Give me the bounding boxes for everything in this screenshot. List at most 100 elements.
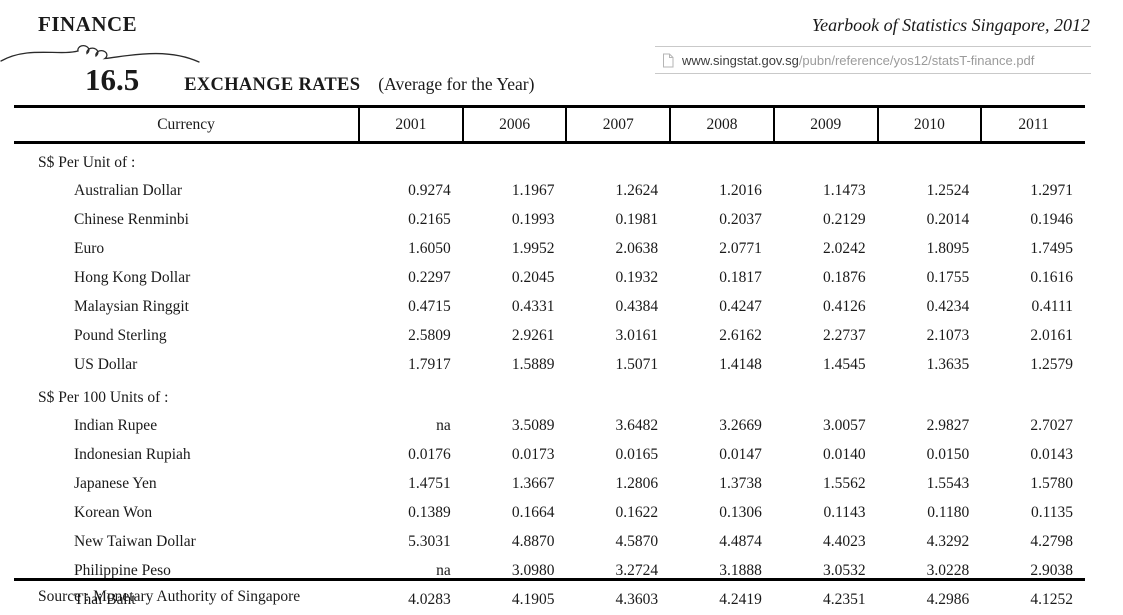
rate-value-cell: 0.1981	[615, 210, 659, 228]
url-path: /pubn/reference/yos12/statsT-finance.pdf	[798, 52, 1035, 68]
table-header-row: Currency 2001 2006 2007 2008 2009 2010 2…	[14, 105, 1085, 144]
rate-value-cell: 1.2016	[719, 181, 762, 199]
rate-value-cell: 0.0150	[926, 445, 970, 463]
rate-value-cell: 3.1888	[719, 561, 762, 579]
rate-value-cell: 0.2129	[822, 210, 866, 228]
table-row: US Dollar 1.7917 1.5889 1.5071 1.4148 1.4545 1…	[14, 350, 1085, 379]
rate-value-cell: 2.7027	[1030, 416, 1073, 434]
rate-value-cell: 4.8870	[511, 532, 555, 550]
rate-value-cell: 0.0165	[615, 445, 659, 463]
currency-name-cell: Australian Dollar	[74, 181, 183, 199]
rate-value-cell: 2.9038	[1030, 561, 1073, 579]
rate-value-cell: 0.0173	[511, 445, 555, 463]
table-name: EXCHANGE RATES	[184, 75, 361, 95]
rate-value-cell: 0.2014	[926, 210, 970, 228]
rate-value-cell: 4.2351	[822, 590, 866, 608]
rate-value-cell: 2.9827	[926, 416, 970, 434]
rate-value-cell: 1.2971	[1030, 181, 1073, 199]
rate-value-cell: 3.2669	[719, 416, 762, 434]
table-bottom-rule	[14, 578, 1085, 581]
document-title: Yearbook of Statistics Singapore, 2012	[811, 15, 1090, 35]
rate-value-cell: 1.3738	[719, 474, 762, 492]
url-domain: www.singstat.gov.sg	[682, 52, 799, 68]
table-row: Euro 1.6050 1.9952 2.0638 2.0771 2.0242 1.8095…	[14, 234, 1085, 263]
rate-value-cell: 4.4874	[719, 532, 762, 550]
rate-value-cell: 1.1967	[511, 181, 555, 199]
rate-value-cell: 3.0228	[926, 561, 970, 579]
flourish-ornament-icon	[0, 44, 200, 63]
rate-value-cell: na	[436, 561, 451, 579]
rate-value-cell: 0.1993	[511, 210, 555, 228]
rate-value-cell: 0.1946	[1030, 210, 1073, 228]
rate-value-cell: 3.5089	[511, 416, 555, 434]
rate-value-cell: 1.4751	[408, 474, 451, 492]
rate-value-cell: 1.2806	[615, 474, 659, 492]
table-row: Australian Dollar 0.9274 1.1967 1.2624 1.201…	[14, 176, 1085, 205]
rate-value-cell: 0.1622	[615, 503, 659, 521]
column-header-year: 2010	[876, 105, 982, 144]
rate-value-cell: 1.9952	[511, 239, 555, 257]
document-icon	[663, 53, 674, 67]
column-header-year: 2006	[461, 105, 567, 144]
table-qualifier: (Average for the Year)	[378, 74, 535, 94]
rate-value-cell: 2.9261	[511, 326, 555, 344]
rate-value-cell: 1.5071	[615, 355, 659, 373]
rate-value-cell: 4.5870	[615, 532, 659, 550]
rate-value-cell: 2.0638	[615, 239, 659, 257]
currency-name-cell: New Taiwan Dollar	[74, 532, 196, 550]
rate-value-cell: 4.2798	[1030, 532, 1073, 550]
rate-value-cell: 0.0143	[1030, 445, 1073, 463]
rate-value-cell: 1.5562	[822, 474, 866, 492]
column-header-year: 2009	[772, 105, 878, 144]
rate-value-cell: 3.6482	[615, 416, 659, 434]
rate-value-cell: 0.2297	[408, 268, 451, 286]
rate-value-cell: 0.0176	[408, 445, 451, 463]
rate-value-cell: 0.0147	[719, 445, 762, 463]
currency-name-cell: Korean Won	[74, 503, 153, 521]
rate-value-cell: 0.2165	[408, 210, 451, 228]
currency-name-cell: Japanese Yen	[74, 474, 157, 492]
rate-value-cell: 0.2037	[719, 210, 762, 228]
rate-value-cell: 1.4148	[719, 355, 762, 373]
table-row: Chinese Renminbi 0.2165 0.1993 0.1981 0.2037…	[14, 205, 1085, 234]
rate-value-cell: 5.3031	[408, 532, 451, 550]
rate-value-cell: 1.4545	[822, 355, 866, 373]
currency-name-cell: Indonesian Rupiah	[74, 445, 191, 463]
rate-value-cell: 2.0771	[719, 239, 762, 257]
rate-value-cell: 0.1389	[408, 503, 451, 521]
rate-value-cell: na	[436, 416, 451, 434]
rate-value-cell: 0.1755	[926, 268, 970, 286]
table-number: 16.5	[85, 62, 140, 97]
rate-value-cell: 0.1143	[823, 503, 866, 521]
rate-value-cell: 0.0140	[822, 445, 866, 463]
currency-name-cell: Chinese Renminbi	[74, 210, 189, 228]
currency-name-cell: Philippine Peso	[74, 561, 171, 579]
rate-value-cell: 1.3635	[926, 355, 970, 373]
rate-value-cell: 0.1135	[1030, 503, 1073, 521]
rate-value-cell: 0.4111	[1031, 297, 1073, 315]
table-row: Japanese Yen 1.4751 1.3667 1.2806 1.3738 1.55…	[14, 469, 1085, 498]
chapter-title: FINANCE	[38, 12, 138, 36]
group-label: S$ Per 100 Units of :	[38, 389, 169, 406]
rate-value-cell: 0.4247	[719, 297, 762, 315]
rate-value-cell: 4.3603	[615, 590, 659, 608]
currency-name-cell: Pound Sterling	[74, 326, 167, 344]
rate-value-cell: 0.9274	[408, 181, 451, 199]
table-row: New Taiwan Dollar 5.3031 4.8870 4.5870 4.487…	[14, 527, 1085, 556]
column-header-year: 2007	[565, 105, 671, 144]
url-bar[interactable]: www.singstat.gov.sg/pubn/reference/yos12…	[655, 46, 1091, 74]
rate-value-cell: 3.2724	[615, 561, 659, 579]
rate-value-cell: 0.1306	[719, 503, 762, 521]
rate-value-cell: 3.0057	[822, 416, 866, 434]
rate-value-cell: 2.0242	[822, 239, 866, 257]
rate-value-cell: 0.1876	[822, 268, 866, 286]
rate-value-cell: 1.7495	[1030, 239, 1073, 257]
rate-value-cell: 1.5780	[1030, 474, 1073, 492]
rate-value-cell: 0.4331	[511, 297, 555, 315]
currency-name-cell: US Dollar	[74, 355, 138, 373]
column-header-year: 2001	[358, 105, 463, 144]
rate-value-cell: 0.4126	[822, 297, 866, 315]
table-row: Pound Sterling 2.5809 2.9261 3.0161 2.6162 2.…	[14, 321, 1085, 350]
exchange-rates-tbody: S$ Per Unit of : Australian Dollar 0.9274 1…	[14, 143, 1085, 615]
rate-value-cell: 1.7917	[408, 355, 451, 373]
